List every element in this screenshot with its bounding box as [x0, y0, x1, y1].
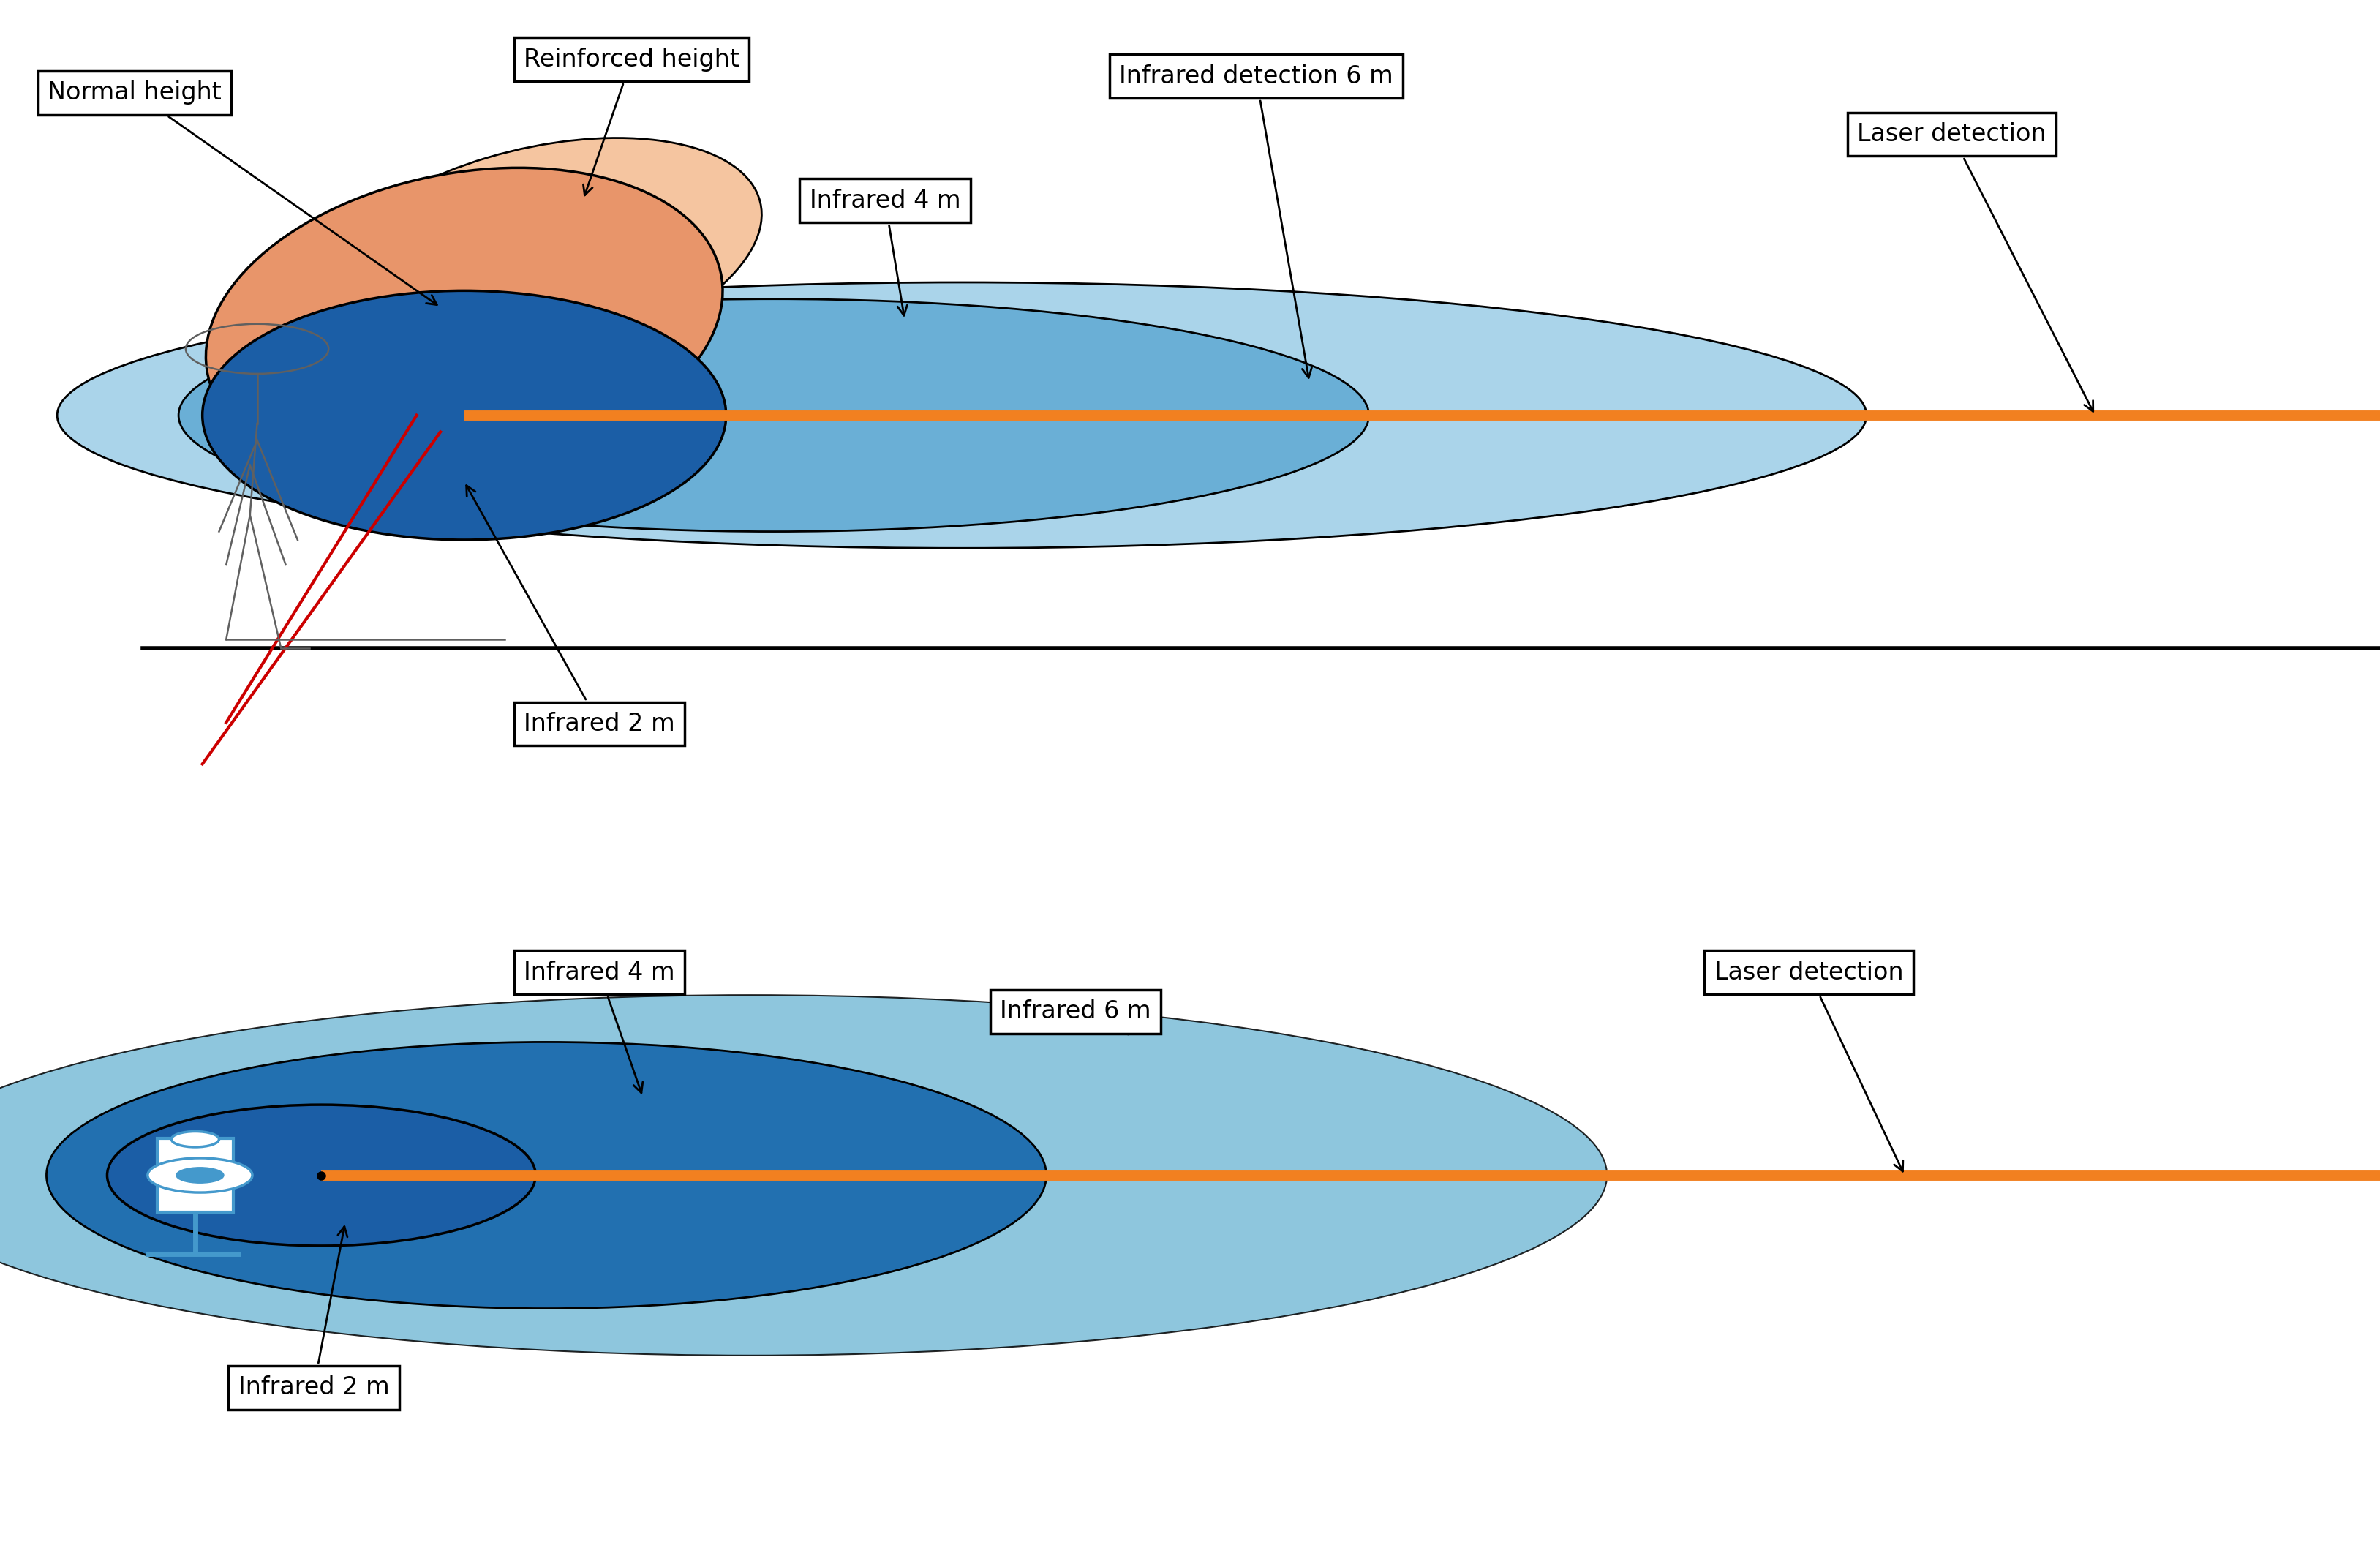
Text: Reinforced height: Reinforced height — [524, 47, 740, 196]
Text: Infrared 4 m: Infrared 4 m — [809, 188, 959, 315]
Text: Laser detection: Laser detection — [1714, 961, 1902, 1172]
Text: Infrared 4 m: Infrared 4 m — [524, 961, 674, 1092]
Ellipse shape — [178, 299, 1368, 531]
Ellipse shape — [107, 1105, 536, 1246]
Circle shape — [148, 1158, 252, 1192]
Ellipse shape — [309, 138, 762, 378]
Text: Infrared 2 m: Infrared 2 m — [466, 486, 676, 736]
Circle shape — [176, 1167, 224, 1183]
Text: Infrared detection 6 m: Infrared detection 6 m — [1119, 64, 1392, 378]
Text: Laser detection: Laser detection — [1856, 122, 2092, 412]
Ellipse shape — [48, 1042, 1047, 1308]
Text: Infrared 6 m: Infrared 6 m — [1000, 1000, 1150, 1034]
Ellipse shape — [205, 168, 724, 480]
Ellipse shape — [202, 291, 726, 539]
Circle shape — [171, 1131, 219, 1147]
Text: Normal height: Normal height — [48, 80, 438, 306]
Ellipse shape — [57, 282, 1866, 548]
Ellipse shape — [0, 995, 1607, 1355]
FancyBboxPatch shape — [157, 1138, 233, 1213]
Text: Infrared 2 m: Infrared 2 m — [238, 1227, 390, 1399]
